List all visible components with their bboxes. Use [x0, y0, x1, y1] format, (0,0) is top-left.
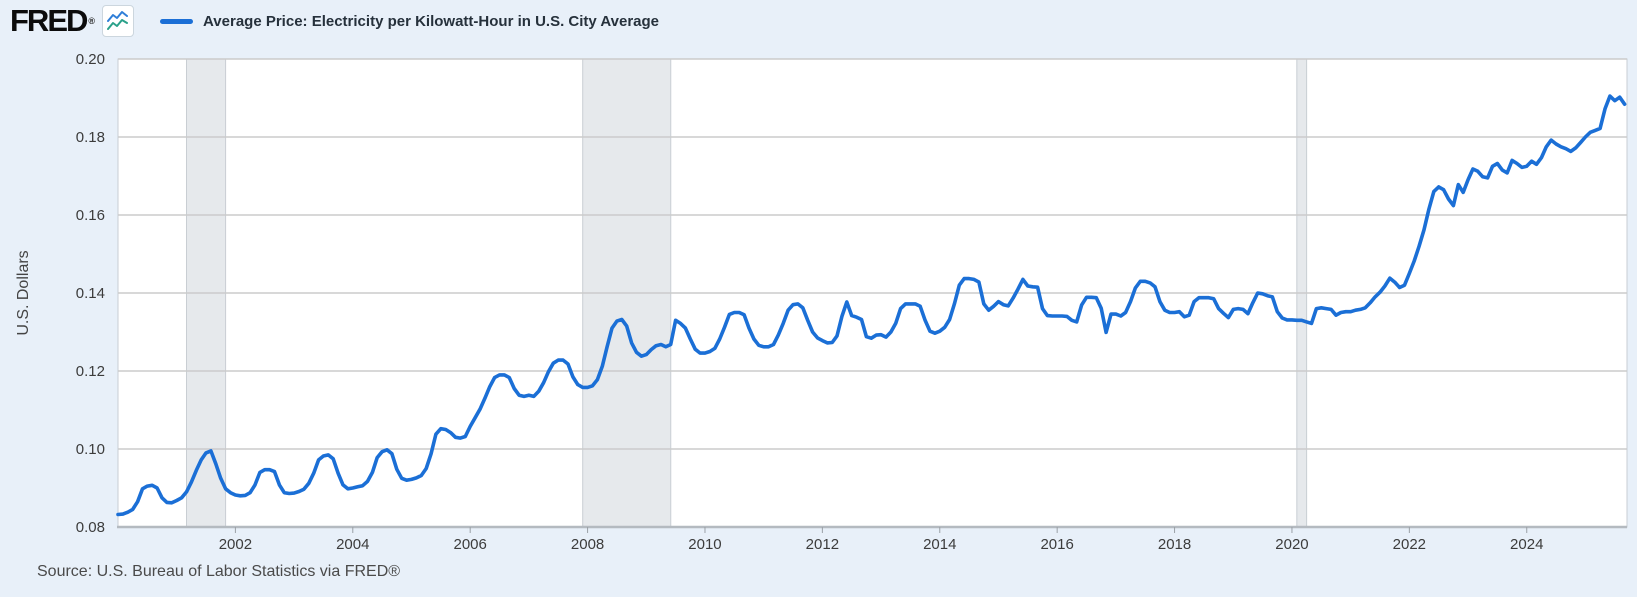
x-tick-label: 2018 [1158, 536, 1191, 553]
x-tick-label: 2010 [688, 536, 721, 553]
y-tick-label: 0.12 [76, 363, 105, 380]
x-tick-label: 2014 [923, 536, 956, 553]
fred-logo[interactable]: FRED ® [10, 5, 95, 37]
y-axis-title: U.S. Dollars [15, 250, 32, 336]
sparkline-icon-graphic [107, 11, 129, 30]
y-tick-label: 0.18 [76, 129, 105, 146]
x-tick-label: 2024 [1510, 536, 1543, 553]
legend: Average Price: Electricity per Kilowatt-… [160, 13, 659, 30]
header: FRED ® Average Price: Electricity per Kil… [10, 5, 659, 37]
x-tick-label: 2002 [219, 536, 252, 553]
source-note[interactable]: Source: U.S. Bureau of Labor Statistics … [37, 563, 401, 580]
legend-line-swatch [160, 18, 194, 24]
legend-label[interactable]: Average Price: Electricity per Kilowatt-… [203, 12, 660, 30]
x-tick-label: 2012 [806, 536, 839, 553]
x-tick-label: 2006 [453, 536, 486, 553]
y-tick-label: 0.08 [76, 519, 105, 536]
y-tick-label: 0.14 [76, 285, 105, 302]
y-tick-label: 0.10 [76, 441, 105, 458]
y-tick-label: 0.20 [76, 51, 105, 68]
registered-mark: ® [88, 16, 96, 26]
x-tick-label: 2022 [1393, 536, 1426, 553]
y-tick-label: 0.16 [76, 207, 105, 224]
x-tick-label: 2016 [1040, 536, 1073, 553]
fred-logo-text: FRED [10, 3, 88, 38]
series-line[interactable] [116, 94, 1627, 517]
sparkline-chart-icon [102, 5, 135, 37]
x-tick-label: 2020 [1275, 536, 1308, 553]
x-tick-label: 2004 [336, 536, 369, 553]
x-tick-label: 2008 [571, 536, 604, 553]
